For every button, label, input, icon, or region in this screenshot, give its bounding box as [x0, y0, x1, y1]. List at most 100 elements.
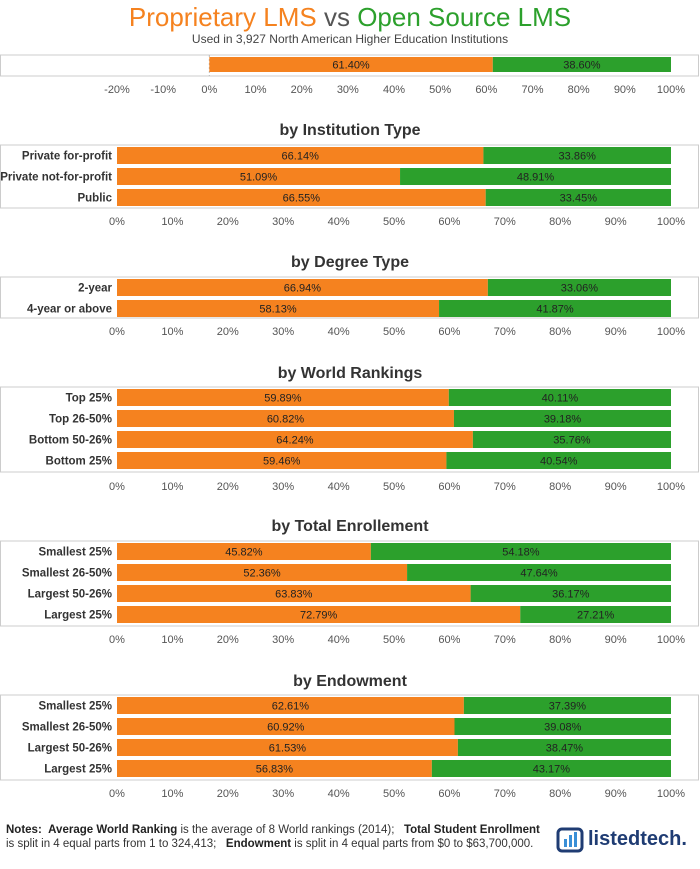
chart-panel: -20% -10% 0% 10% 20% 30% 40% 50% 60% 70% 80% 90% 100…	[0, 54, 699, 96]
bar-proprietary	[117, 168, 401, 185]
x-tick-label: 70%	[494, 788, 516, 800]
title-vs: vs	[323, 2, 350, 32]
x-tick-label: 40%	[383, 84, 405, 96]
notes-endowment-text: is split in 4 equal parts from $0 to $63…	[291, 838, 534, 850]
bar-value-label: 63.83%	[275, 589, 313, 601]
category-label: Private not-for-profit	[0, 172, 112, 184]
bar-open-source	[520, 606, 671, 623]
x-tick-label: -10%	[150, 84, 176, 96]
bar-value-label: 33.45%	[560, 193, 598, 205]
category-label: Largest 25%	[44, 610, 112, 622]
x-tick-label: 90%	[605, 481, 627, 493]
bar-value-label: 51.09%	[240, 172, 278, 184]
bar-open-source	[472, 431, 671, 448]
bar-open-source	[483, 147, 671, 164]
category-label: Public	[77, 193, 112, 205]
notes-enrollment-term: Total Student Enrollment	[403, 824, 540, 836]
x-tick-label: 50%	[383, 216, 405, 228]
x-tick-label: 80%	[549, 634, 571, 646]
bar-value-label: 45.82%	[225, 547, 263, 559]
bar-value-label: 62.61%	[272, 701, 310, 713]
panel-title: by Endowment	[293, 673, 407, 690]
category-label: Top 25%	[66, 393, 112, 405]
x-tick-label: 10%	[161, 788, 183, 800]
bar-proprietary	[117, 718, 455, 735]
notes-ranking-term: Average World Ranking	[48, 824, 178, 836]
bar-open-source	[400, 168, 671, 185]
x-tick-label: 70%	[494, 481, 516, 493]
x-tick-label: -20%	[104, 84, 130, 96]
x-tick-label: 0%	[109, 634, 125, 646]
x-tick-label: 10%	[161, 481, 183, 493]
x-tick-label: 30%	[272, 481, 294, 493]
bar-value-label: 60.92%	[267, 722, 305, 734]
x-tick-label: 100%	[657, 634, 685, 646]
x-tick-label: 20%	[217, 634, 239, 646]
x-tick-label: 40%	[328, 481, 350, 493]
bar-open-source	[446, 452, 671, 469]
bar-proprietary	[117, 543, 371, 560]
x-tick-label: 40%	[328, 634, 350, 646]
x-tick-label: 30%	[272, 216, 294, 228]
x-tick-label: 20%	[217, 481, 239, 493]
x-tick-label: 90%	[614, 84, 636, 96]
bar-value-label: 60.82%	[267, 414, 305, 426]
x-tick-label: 100%	[657, 326, 685, 338]
x-tick-label: 50%	[383, 326, 405, 338]
bar-value-label: 66.94%	[284, 283, 322, 295]
charts-canvas: -20% -10% 0% 10% 20% 30% 40% 50% 60% 70% 80% 90% 100…	[0, 54, 699, 800]
bar-proprietary	[117, 585, 471, 602]
bar-value-label: 48.91%	[517, 172, 555, 184]
bar-value-label: 33.86%	[559, 151, 597, 163]
panel-frame	[0, 276, 699, 319]
panel-title: by World Rankings	[278, 365, 423, 382]
notes-enrollment-text: is split in 4 equal parts from 1 to 324,…	[6, 838, 217, 850]
bar-value-label: 59.89%	[264, 393, 302, 405]
x-tick-label: 70%	[494, 216, 516, 228]
x-tick-label: 20%	[291, 84, 313, 96]
bar-proprietary	[117, 389, 449, 406]
bar-open-source	[431, 760, 671, 777]
x-tick-label: 20%	[217, 216, 239, 228]
bar-proprietary	[117, 697, 464, 714]
page-subtitle: Used in 3,927 North American Higher Educ…	[191, 32, 509, 46]
x-tick-label: 60%	[438, 634, 460, 646]
bar-value-label: 41.87%	[536, 304, 574, 316]
x-tick-label: 30%	[272, 326, 294, 338]
bar-open-source	[492, 57, 671, 72]
bar-value-label: 39.18%	[544, 414, 582, 426]
bar-open-source	[439, 300, 671, 317]
bar-open-source	[463, 697, 671, 714]
x-tick-label: 10%	[161, 326, 183, 338]
bar-value-label: 66.55%	[283, 193, 321, 205]
panel-frame	[0, 540, 699, 627]
x-tick-label: 0%	[109, 216, 125, 228]
logo-text: listedtech.	[588, 828, 687, 850]
x-tick-label: 100%	[657, 84, 685, 96]
category-label: 4-year or above	[27, 304, 112, 316]
bar-value-label: 47.64%	[520, 568, 558, 580]
x-tick-label: 80%	[568, 84, 590, 96]
panel-frame	[0, 54, 699, 77]
panel-title: by Institution Type	[279, 122, 420, 139]
x-tick-label: 10%	[161, 216, 183, 228]
x-tick-label: 20%	[217, 788, 239, 800]
bar-value-label: 40.54%	[540, 456, 578, 468]
category-label: Private for-profit	[22, 151, 112, 163]
bar-value-label: 39.08%	[544, 722, 582, 734]
notes-ranking-text: is the average of 8 World rankings (2014…	[177, 824, 395, 836]
notes-endowment-term: Endowment	[225, 838, 292, 850]
bar-value-label: 43.17%	[533, 764, 571, 776]
x-tick-label: 90%	[605, 326, 627, 338]
bar-open-source	[470, 585, 671, 602]
bar-value-label: 64.24%	[276, 435, 314, 447]
x-tick-label: 100%	[657, 216, 685, 228]
panel-frame	[0, 144, 699, 209]
chart-panel: by World Rankings 0% 10% 20% 30% 40% 50% 60% 70%…	[0, 365, 699, 493]
bar-proprietary	[117, 452, 447, 469]
bar-value-label: 52.36%	[243, 568, 281, 580]
category-label: Top 26-50%	[49, 414, 112, 426]
x-tick-label: 100%	[657, 481, 685, 493]
x-tick-label: 60%	[438, 481, 460, 493]
panel-title: by Degree Type	[291, 254, 409, 271]
